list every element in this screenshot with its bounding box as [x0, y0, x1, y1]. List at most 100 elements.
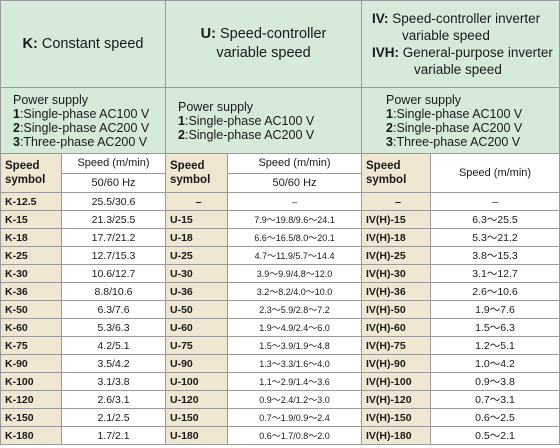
power-u-title: Power supply	[178, 99, 254, 114]
speed-symbol-u: U-50	[165, 300, 229, 319]
header-u-line2: variable speed	[216, 45, 311, 61]
table-row: K-120 2.6/3.1 U-120 0.9～2.4/1.2～3.0 IV(H)-12…	[0, 390, 560, 409]
power-supply-row: Power supply 1:Single-phase AC100 V 2:Si…	[0, 87, 560, 154]
speed-value-u: 1.9～4.9/2.4～6.0	[227, 318, 363, 337]
table-row: K-100 3.1/3.8 U-100 1.1～2.9/1.4～3.6 IV(H)-10…	[0, 372, 560, 391]
speed-symbol-iv: IV(H)-100	[361, 372, 432, 391]
table-row: K-150 2.1/2.5 U-150 0.7～1.9/0.9～2.4 IV(H)-15…	[0, 408, 560, 427]
power-k-text-2: :Single-phase AC200 V	[19, 120, 150, 135]
speed-symbol-k: K-120	[0, 390, 62, 409]
speed-symbol-k: K-25	[0, 246, 62, 265]
table-row: K-15 21.3/25.5 U-15 7.9～19.8/9.6～24.1 IV(H)-…	[0, 210, 560, 229]
power-u-text-2: :Single-phase AC200 V	[184, 127, 315, 142]
speed-symbol-k: K-36	[0, 282, 62, 301]
speed-value-iv: 3.1～12.7	[430, 264, 560, 283]
speed-value-u: 1.3～3.3/1.6～4.0	[227, 354, 363, 373]
speed-symbol-u: –	[165, 192, 229, 211]
header-iv-line1b: variable speed	[402, 28, 490, 43]
speed-value-k: 2.6/3.1	[60, 390, 167, 409]
speed-symbol-u: U-18	[165, 228, 229, 247]
speed-value-k: 4.2/5.1	[60, 336, 167, 355]
speed-value-u: 6.6～16.5/8.0～20.1	[227, 228, 363, 247]
speed-value-k: 3.5/4.2	[60, 354, 167, 373]
speed-symbol-iv: IV(H)-18	[361, 228, 432, 247]
speed-value-k: 3.1/3.8	[60, 372, 167, 391]
speed-symbol-iv: IV(H)-60	[361, 318, 432, 337]
col-speed-iv: Speed (m/min)	[430, 153, 560, 193]
speed-value-u: 3.2～8.2/4.0～10.0	[227, 282, 363, 301]
header-k: K: Constant speed	[0, 0, 167, 88]
speed-value-u: 3.9～9.9/4.8～12.0	[227, 264, 363, 283]
speed-value-k: 5.3/6.3	[60, 318, 167, 337]
speed-value-iv: 6.3～25.5	[430, 210, 560, 229]
power-k-text-3: :Three-phase AC200 V	[19, 134, 148, 149]
col-symbol-iv: Speed symbol	[361, 153, 432, 193]
speed-symbol-k: K-150	[0, 408, 62, 427]
speed-value-u: 7.9～19.8/9.6～24.1	[227, 210, 363, 229]
speed-symbol-k: K-180	[0, 426, 62, 445]
speed-symbol-iv: IV(H)-75	[361, 336, 432, 355]
header-u-code: U:	[200, 26, 216, 42]
power-iv-num-2: 2	[386, 120, 393, 135]
speed-value-iv: 1.9～7.6	[430, 300, 560, 319]
speed-symbol-iv: –	[361, 192, 432, 211]
col-symbol-u-l2: symbol	[170, 174, 211, 186]
power-k-num-2: 2	[13, 120, 20, 135]
speed-symbol-k: K-90	[0, 354, 62, 373]
speed-symbol-k: K-15	[0, 210, 62, 229]
power-iv-text-1: :Single-phase AC100 V	[392, 106, 523, 121]
column-subheader-row: 50/60 Hz 50/60 Hz	[1, 172, 560, 193]
header-u: U: Speed-controller variable speed	[165, 0, 363, 88]
power-iv-text-2: :Single-phase AC200 V	[392, 120, 523, 135]
power-iv: Power supply 1:Single-phase AC100 V 2:Si…	[361, 87, 560, 154]
speed-symbol-iv: IV(H)-150	[361, 408, 432, 427]
table-row: K-90 3.5/4.2 U-90 1.3～3.3/1.6～4.0 IV(H)-90 1.…	[0, 354, 560, 373]
power-iv-title: Power supply	[386, 92, 462, 107]
speed-symbol-k: K-75	[0, 336, 62, 355]
speed-value-u: 1.1～2.9/1.4～3.6	[227, 372, 363, 391]
speed-symbol-iv: IV(H)-36	[361, 282, 432, 301]
power-k-num-3: 3	[13, 134, 20, 149]
table-row: K-25 12.7/15.3 U-25 4.7～11.9/5.7～14.4 IV(H)-…	[0, 246, 560, 265]
speed-symbol-iv: IV(H)-120	[361, 390, 432, 409]
speed-symbol-u: U-25	[165, 246, 229, 265]
table-row: K-36 8.8/10.6 U-36 3.2～8.2/4.0～10.0 IV(H)-36…	[0, 282, 560, 301]
speed-symbol-u: U-100	[165, 372, 229, 391]
speed-value-k: 21.3/25.5	[60, 210, 167, 229]
table-row: K-30 10.6/12.7 U-30 3.9～9.9/4.8～12.0 IV(H)-3…	[0, 264, 560, 283]
col-symbol-iv-l2: symbol	[366, 174, 407, 186]
speed-value-u: 0.9～2.4/1.2～3.0	[227, 390, 363, 409]
header-u-line1: Speed-controller	[219, 26, 327, 42]
type-header-row: K: Constant speed U: Speed-controller va…	[0, 0, 560, 88]
speed-value-iv: 5.3～21.2	[430, 228, 560, 247]
speed-symbol-u: U-60	[165, 318, 229, 337]
speed-value-iv: 1.0～4.2	[430, 354, 560, 373]
col-symbol-k-l1: Speed	[5, 160, 40, 172]
speed-symbol-u: U-150	[165, 408, 229, 427]
speed-value-iv: 0.7～3.1	[430, 390, 560, 409]
speed-symbol-iv: IV(H)-90	[361, 354, 432, 373]
speed-value-iv: 1.2～5.1	[430, 336, 560, 355]
table-body: K-12.5 25.5/30.6– – – – K-15 21.3/25.5 U-15 7.9～…	[0, 192, 560, 445]
col-symbol-iv-l1: Speed	[366, 160, 401, 172]
col-hz-u: 50/60 Hz	[227, 172, 363, 193]
table-row: K-60 5.3/6.3 U-60 1.9～4.9/2.4～6.0 IV(H)-60 1.…	[0, 318, 560, 337]
table-row: K-18 17.7/21.2 U-18 6.6～16.5/8.0～20.1 IV(H)-…	[0, 228, 560, 247]
power-iv-num-3: 3	[386, 134, 393, 149]
speed-value-iv: –	[430, 192, 560, 211]
power-k-num-1: 1	[13, 106, 20, 121]
speed-value-k: 25.5/30.6	[60, 192, 167, 211]
table-row: K-75 4.2/5.1 U-75 1.5～3.9/1.9～4.8 IV(H)-75 1.…	[0, 336, 560, 355]
column-header-row: Speed symbol Speed (m/min) Speed symbol …	[0, 153, 560, 193]
table-row: K-180 1.7/2.1 U-180 0.6～1.7/0.8～2.0 IV(H)-18…	[0, 426, 560, 445]
speed-value-iv: 0.9～3.8	[430, 372, 560, 391]
col-hz-k: 50/60 Hz	[60, 172, 167, 193]
header-k-code: K:	[22, 35, 38, 52]
speed-symbol-k: K-100	[0, 372, 62, 391]
col-symbol-u: Speed symbol	[165, 153, 229, 193]
speed-symbol-u: U-75	[165, 336, 229, 355]
speed-value-k: 1.7/2.1	[60, 426, 167, 445]
header-k-text: Constant speed	[41, 35, 144, 52]
